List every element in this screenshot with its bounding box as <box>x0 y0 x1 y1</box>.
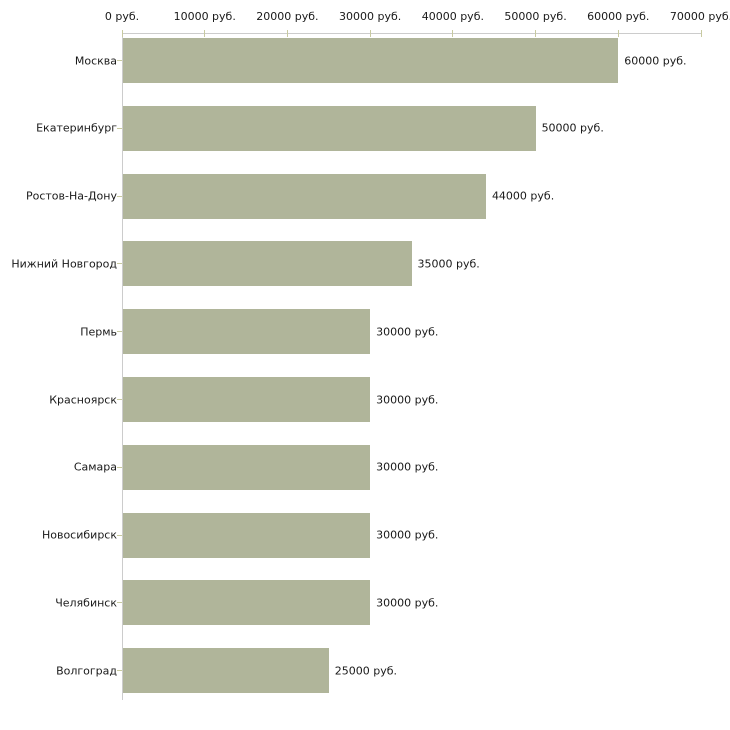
category-label: Волгоград <box>56 664 117 678</box>
category-tick-mark <box>117 60 122 61</box>
category-tick-mark <box>117 534 122 536</box>
x-tick-label: 70000 руб. <box>669 10 730 23</box>
category-label: Челябинск <box>55 596 117 610</box>
x-tick-mark <box>617 30 619 37</box>
category-tick-mark <box>117 263 122 265</box>
x-tick-label: 30000 руб. <box>339 10 402 23</box>
bar-value-label: 50000 руб. <box>541 121 604 135</box>
bar <box>123 377 371 422</box>
bar <box>123 444 371 490</box>
x-tick-label: 60000 руб. <box>587 10 650 23</box>
bar <box>123 38 619 83</box>
bar <box>123 173 486 219</box>
bar <box>123 580 371 626</box>
bar <box>123 309 371 355</box>
category-tick-mark <box>117 331 122 333</box>
bar <box>123 512 371 558</box>
bar-value-label: 30000 руб. <box>376 528 439 542</box>
category-label: Самара <box>73 460 117 474</box>
bar-value-label: 30000 руб. <box>376 596 439 610</box>
x-axis-line <box>122 33 702 34</box>
y-axis-line <box>122 33 123 700</box>
x-tick-mark <box>121 30 123 37</box>
x-tick-label: 20000 руб. <box>256 10 319 23</box>
bar-value-label: 60000 руб. <box>624 54 687 67</box>
x-tick-label: 40000 руб. <box>421 10 484 23</box>
bar-value-label: 30000 руб. <box>376 325 439 339</box>
x-tick-mark <box>369 30 371 37</box>
x-tick-mark <box>535 30 537 37</box>
category-label: Москва <box>74 54 117 67</box>
category-tick-mark <box>117 399 122 400</box>
x-tick-mark <box>204 30 206 37</box>
x-tick-label: 10000 руб. <box>173 10 236 23</box>
category-label: Красноярск <box>49 393 117 406</box>
x-tick-label: 50000 руб. <box>504 10 567 23</box>
category-tick-mark <box>117 466 122 468</box>
category-label: Екатеринбург <box>36 121 117 135</box>
bar-value-label: 35000 руб. <box>417 257 480 271</box>
category-tick-mark <box>117 195 122 197</box>
bar <box>123 648 329 694</box>
x-tick-mark <box>700 30 702 37</box>
x-tick-mark <box>286 30 288 37</box>
x-tick-label: 0 руб. <box>104 10 140 23</box>
bar <box>123 241 412 287</box>
category-label: Пермь <box>80 325 117 339</box>
category-label: Новосибирск <box>41 528 117 542</box>
bar <box>123 105 536 151</box>
category-tick-mark <box>117 670 122 672</box>
bar-value-label: 30000 руб. <box>376 393 439 406</box>
category-tick-mark <box>117 602 122 604</box>
bar-value-label: 44000 руб. <box>491 189 555 203</box>
category-label: Ростов-На-Дону <box>25 189 117 203</box>
bar-value-label: 30000 руб. <box>376 460 439 474</box>
x-tick-mark <box>452 30 454 37</box>
category-label: Нижний Новгород <box>11 257 117 271</box>
bar-value-label: 25000 руб. <box>334 664 398 678</box>
category-tick-mark <box>117 127 122 129</box>
